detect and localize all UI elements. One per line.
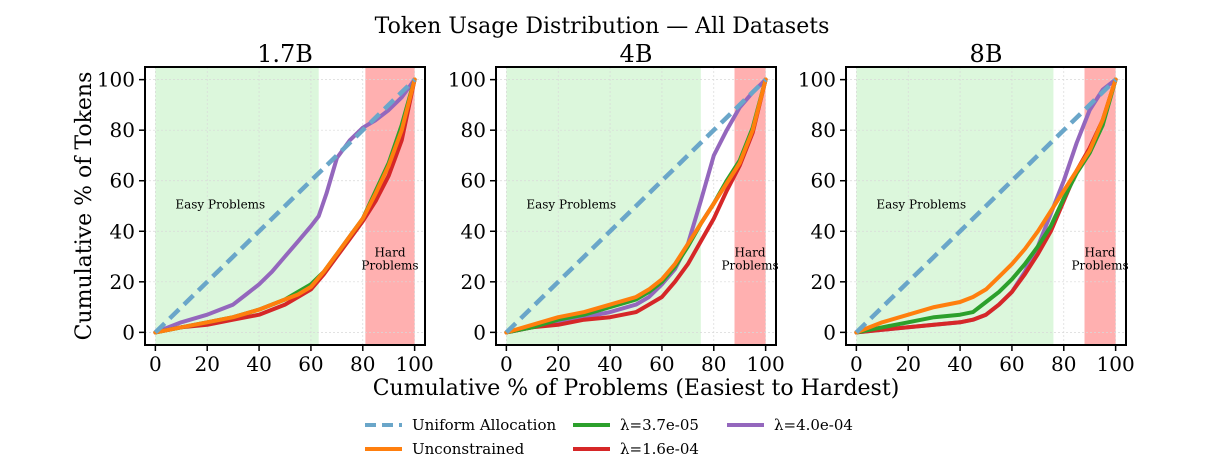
panel-title: 8B (970, 40, 1003, 68)
y-tick-label: 0 (122, 320, 135, 344)
y-tick-label: 0 (473, 320, 486, 344)
legend: Uniform Allocation Unconstrained λ=3.7e-05… (365, 416, 853, 458)
legend-label: Uniform Allocation (412, 416, 557, 434)
x-tick-label: 20 (895, 352, 920, 376)
y-tick-label: 40 (461, 219, 486, 243)
y-tick-label: 60 (461, 169, 486, 193)
series-line-unconstrained (504, 77, 768, 335)
x-tick-label: 80 (350, 352, 375, 376)
x-tick-label: 0 (149, 352, 162, 376)
panel-title: 1.7B (257, 40, 313, 68)
y-tick-label: 80 (461, 118, 486, 142)
x-tick-label: 0 (850, 352, 863, 376)
x-tick-label: 100 (396, 352, 434, 376)
x-tick-label: 80 (701, 352, 726, 376)
y-tick-label: 60 (811, 169, 836, 193)
y-tick-label: 0 (823, 320, 836, 344)
hard-region-label: Problems (1071, 259, 1128, 273)
y-tick-label: 80 (110, 118, 135, 142)
y-tick-label: 60 (110, 169, 135, 193)
x-tick-label: 40 (947, 352, 972, 376)
legend-label: λ=1.6e-04 (620, 440, 699, 458)
series-line-unconstrained (153, 77, 417, 335)
y-tick-label: 100 (448, 68, 486, 92)
legend-label: Unconstrained (412, 440, 525, 458)
x-tick-label: 20 (194, 352, 219, 376)
x-tick-label: 100 (747, 352, 785, 376)
figure-title: Token Usage Distribution — All Datasets (375, 14, 830, 39)
hard-region-label: Problems (361, 259, 418, 273)
y-tick-label: 40 (811, 219, 836, 243)
easy-region-label: Easy Problems (876, 198, 966, 212)
plot-frame (845, 66, 1127, 346)
panel-title: 4B (620, 40, 653, 68)
series-line-uniform (854, 77, 1118, 335)
easy-region-label: Easy Problems (526, 198, 616, 212)
y-tick-label: 100 (798, 68, 836, 92)
plot-frame (495, 66, 777, 346)
hard-region-label: Hard (374, 246, 405, 260)
x-tick-label: 80 (1051, 352, 1076, 376)
x-tick-label: 20 (545, 352, 570, 376)
hard-region-label: Hard (1085, 246, 1116, 260)
y-tick-label: 20 (811, 270, 836, 294)
legend-label: λ=4.0e-04 (774, 416, 853, 434)
x-tick-label: 100 (1097, 352, 1135, 376)
x-tick-label: 40 (246, 352, 271, 376)
y-tick-label: 80 (811, 118, 836, 142)
hard-region-label: Problems (721, 259, 778, 273)
series-line-lam-1-6e-04 (504, 77, 768, 335)
x-tick-label: 60 (298, 352, 323, 376)
x-tick-label: 0 (500, 352, 513, 376)
y-axis-label: Cumulative % of Tokens (72, 72, 97, 341)
x-tick-label: 40 (597, 352, 622, 376)
y-tick-label: 20 (461, 270, 486, 294)
hard-region-label: Hard (735, 246, 766, 260)
series-line-unconstrained (854, 77, 1118, 335)
x-tick-label: 60 (649, 352, 674, 376)
series-line-uniform (504, 77, 768, 335)
y-tick-label: 100 (97, 68, 135, 92)
x-axis-label: Cumulative % of Problems (Easiest to Har… (373, 376, 900, 401)
y-tick-label: 40 (110, 219, 135, 243)
x-tick-label: 60 (999, 352, 1024, 376)
y-tick-label: 20 (110, 270, 135, 294)
hard-region (734, 67, 766, 345)
plot-frame (144, 66, 426, 346)
easy-region-label: Easy Problems (175, 198, 265, 212)
series-line-uniform (153, 77, 417, 335)
legend-label: λ=3.7e-05 (620, 416, 699, 434)
